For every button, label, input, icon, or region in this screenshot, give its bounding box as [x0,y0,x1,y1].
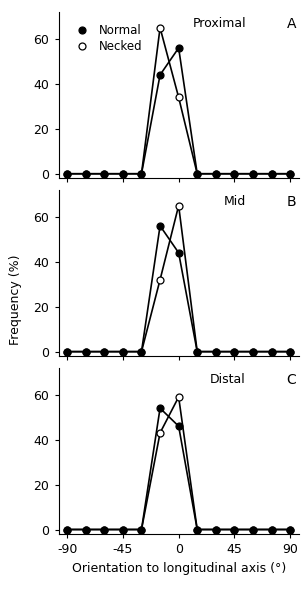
Normal [233,348,236,355]
Normal [195,348,199,355]
Normal [103,170,106,178]
Necked [140,526,143,533]
Necked [84,526,87,533]
Normal [121,170,125,178]
Necked [177,202,180,209]
Line: Necked: Necked [64,202,294,355]
Normal [233,170,236,178]
Text: Frequency (%): Frequency (%) [9,255,22,345]
Normal [251,526,255,533]
Necked [177,394,180,401]
Necked [233,348,236,355]
Normal [288,526,292,533]
Normal [158,222,162,229]
Normal [195,170,199,178]
Necked [121,526,125,533]
Necked [233,170,236,178]
Necked [177,94,180,101]
Necked [288,526,292,533]
Normal [251,170,255,178]
Normal [251,348,255,355]
Line: Normal: Normal [64,405,294,533]
Necked [158,276,162,283]
Normal [65,170,69,178]
Normal [103,526,106,533]
Normal [233,526,236,533]
Necked [270,348,274,355]
Necked [288,170,292,178]
Normal [214,526,218,533]
Normal [84,170,87,178]
Text: C: C [287,373,296,387]
Necked [270,526,274,533]
Line: Necked: Necked [64,394,294,533]
Necked [158,24,162,31]
Necked [65,170,69,178]
Normal [158,71,162,79]
Necked [251,170,255,178]
Text: Distal: Distal [210,373,246,386]
Legend: Normal, Necked: Normal, Necked [69,23,144,54]
Necked [65,526,69,533]
Normal [214,348,218,355]
Necked [103,348,106,355]
Normal [177,249,180,256]
Normal [195,526,199,533]
Text: Mid: Mid [224,195,246,208]
Necked [121,170,125,178]
Normal [121,526,125,533]
Necked [84,348,87,355]
Text: Proximal: Proximal [192,17,246,30]
Necked [270,170,274,178]
Normal [214,170,218,178]
Necked [84,170,87,178]
Text: A: A [287,17,296,31]
Text: B: B [287,195,296,209]
Normal [103,348,106,355]
Necked [158,430,162,437]
Line: Necked: Necked [64,24,294,177]
X-axis label: Orientation to longitudinal axis (°): Orientation to longitudinal axis (°) [71,562,286,575]
Necked [233,526,236,533]
Necked [103,170,106,178]
Normal [140,348,143,355]
Necked [214,526,218,533]
Normal [158,404,162,412]
Normal [288,170,292,178]
Necked [140,170,143,178]
Normal [270,348,274,355]
Necked [251,526,255,533]
Necked [195,526,199,533]
Normal [177,422,180,430]
Necked [121,348,125,355]
Normal [65,526,69,533]
Line: Normal: Normal [64,44,294,177]
Necked [103,526,106,533]
Necked [214,348,218,355]
Necked [195,348,199,355]
Necked [251,348,255,355]
Normal [84,526,87,533]
Necked [195,170,199,178]
Necked [140,348,143,355]
Normal [140,526,143,533]
Normal [177,44,180,52]
Normal [140,170,143,178]
Necked [214,170,218,178]
Normal [288,348,292,355]
Necked [288,348,292,355]
Necked [65,348,69,355]
Normal [65,348,69,355]
Line: Normal: Normal [64,223,294,355]
Normal [270,170,274,178]
Normal [121,348,125,355]
Normal [270,526,274,533]
Normal [84,348,87,355]
